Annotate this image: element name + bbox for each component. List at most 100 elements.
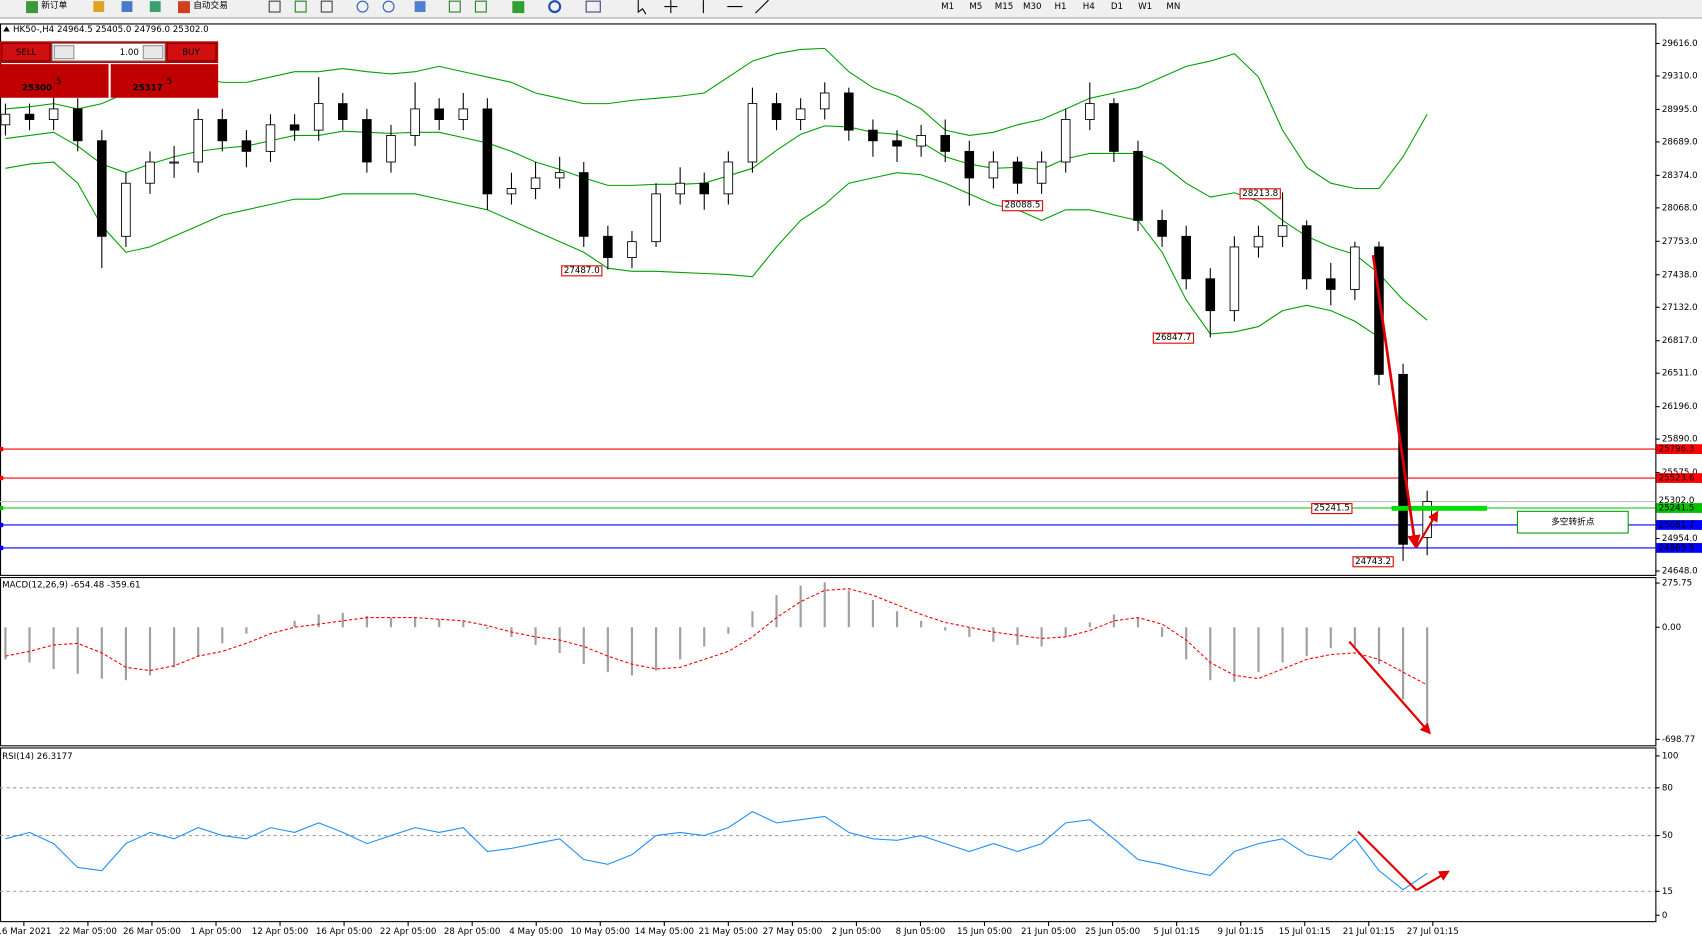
x-tick-label: 16 Mar 2021 <box>0 927 51 937</box>
y-tick-label: 29310.0 <box>1662 71 1698 81</box>
candle-body <box>362 119 372 163</box>
icon[interactable] <box>320 0 333 13</box>
timeframe-button[interactable]: M15 <box>995 2 1014 12</box>
candle-body <box>121 182 131 237</box>
candle-body <box>1157 219 1167 237</box>
macd-bar <box>871 600 875 628</box>
icon[interactable] <box>26 1 38 14</box>
candle-body <box>1229 246 1240 312</box>
timeframe-button[interactable]: H1 <box>1054 2 1066 12</box>
pane-frame <box>0 747 1657 923</box>
icon[interactable] <box>664 0 678 14</box>
icon[interactable] <box>121 1 133 13</box>
candle-body <box>145 161 155 184</box>
candle-body <box>410 108 420 136</box>
macd-bar <box>1233 627 1236 682</box>
macd-bar <box>1088 622 1091 628</box>
rsi-arrow <box>1415 870 1450 892</box>
lot-down[interactable] <box>53 45 75 60</box>
macd-bar <box>1209 627 1212 681</box>
y-tick-label: 27438.0 <box>1662 270 1698 280</box>
timeframe-button[interactable]: MN <box>1166 2 1180 12</box>
icon[interactable] <box>294 0 307 13</box>
x-tick-label: 9 Jul 01:15 <box>1217 927 1263 937</box>
macd-bar <box>1305 627 1308 657</box>
toolbar-button-label[interactable]: 自动交易 <box>193 0 228 11</box>
candle-body <box>289 124 300 131</box>
candle-body <box>1350 246 1360 290</box>
icon[interactable] <box>178 1 190 14</box>
x-tick-label: 22 Mar 05:00 <box>59 927 117 937</box>
icon[interactable] <box>702 0 769 14</box>
y-tick-label: 24954.0 <box>1662 534 1698 544</box>
icon[interactable] <box>93 1 105 13</box>
icon[interactable] <box>637 0 647 15</box>
pane-title: RSI(14) 26.3177 <box>2 752 73 762</box>
icon[interactable] <box>356 0 369 13</box>
level-marker <box>0 545 4 551</box>
icon[interactable] <box>268 0 281 13</box>
y-tick-label: 275.75 <box>1662 579 1692 589</box>
y-tick-label: 28995.0 <box>1662 105 1698 115</box>
timeframe-button[interactable]: D1 <box>1111 2 1123 12</box>
x-tick-label: 12 Apr 05:00 <box>252 927 309 937</box>
pane <box>0 787 1656 892</box>
candle-body <box>48 108 59 120</box>
bid-box[interactable] <box>0 64 109 98</box>
y-tick-label: 27753.0 <box>1662 237 1698 247</box>
candle-body <box>675 182 685 195</box>
annotation: 26847.7 <box>1155 333 1191 343</box>
icon[interactable] <box>512 1 525 14</box>
macd-bar <box>1185 627 1188 660</box>
buy-button[interactable] <box>166 42 217 62</box>
chart: 29616.0 29310.0 28995.0 28689.0 28374.0 28068… <box>0 23 1702 937</box>
timeframe-button[interactable]: H4 <box>1083 2 1096 12</box>
timeframe-button[interactable]: M30 <box>1023 2 1042 12</box>
icon[interactable] <box>474 0 487 13</box>
candle-body <box>554 172 565 179</box>
candle-body <box>771 103 782 120</box>
ask-price: 25317 <box>133 84 163 94</box>
candle-body <box>747 103 758 163</box>
icon[interactable] <box>382 0 395 13</box>
y-tick-label: 100 <box>1662 751 1679 761</box>
y-tick-label: 27132.0 <box>1662 303 1698 313</box>
icon[interactable] <box>149 1 161 13</box>
macd-bar <box>1064 627 1067 637</box>
candle-body <box>819 92 830 110</box>
macd-bar <box>944 627 947 631</box>
note-box <box>1516 510 1629 534</box>
lot-up[interactable] <box>142 45 164 60</box>
macd-bar <box>1426 627 1429 733</box>
candle-body <box>434 108 444 120</box>
macd-bar <box>679 627 682 660</box>
bollinger-band <box>5 47 1428 190</box>
level-marker <box>0 475 4 481</box>
lot-value: 1.00 <box>120 48 139 58</box>
timeframe-button[interactable]: M1 <box>941 2 954 12</box>
toolbar-button-label[interactable]: 新订单 <box>41 0 67 11</box>
candle-body <box>386 135 396 163</box>
chart-area <box>0 19 1702 938</box>
ask-box[interactable] <box>110 64 219 98</box>
candle-body <box>1374 246 1384 375</box>
icon[interactable] <box>448 0 461 13</box>
y-tick-label: 29616.0 <box>1662 39 1698 49</box>
pane-title: MACD(12,26,9) -654.48 -359.61 <box>2 581 140 591</box>
icon[interactable] <box>585 0 601 13</box>
y-tick-label: 28068.0 <box>1662 203 1698 213</box>
icon[interactable] <box>548 0 562 14</box>
candle-body <box>1277 225 1288 237</box>
timeframe-button[interactable]: M5 <box>969 2 982 12</box>
candle-body <box>795 108 806 120</box>
timeframe-button[interactable]: W1 <box>1138 2 1152 12</box>
x-tick-label: 25 Jun 05:00 <box>1085 927 1140 937</box>
y-tick-label: 80 <box>1662 783 1673 793</box>
level-label: 25796.3 <box>1659 445 1695 455</box>
macd-bar <box>486 627 489 629</box>
lot-box[interactable] <box>51 42 166 62</box>
y-tick-label: 15 <box>1662 887 1673 897</box>
icon[interactable] <box>414 1 426 13</box>
sell-button[interactable] <box>1 42 51 62</box>
x-tick-label: 10 May 05:00 <box>571 927 630 937</box>
